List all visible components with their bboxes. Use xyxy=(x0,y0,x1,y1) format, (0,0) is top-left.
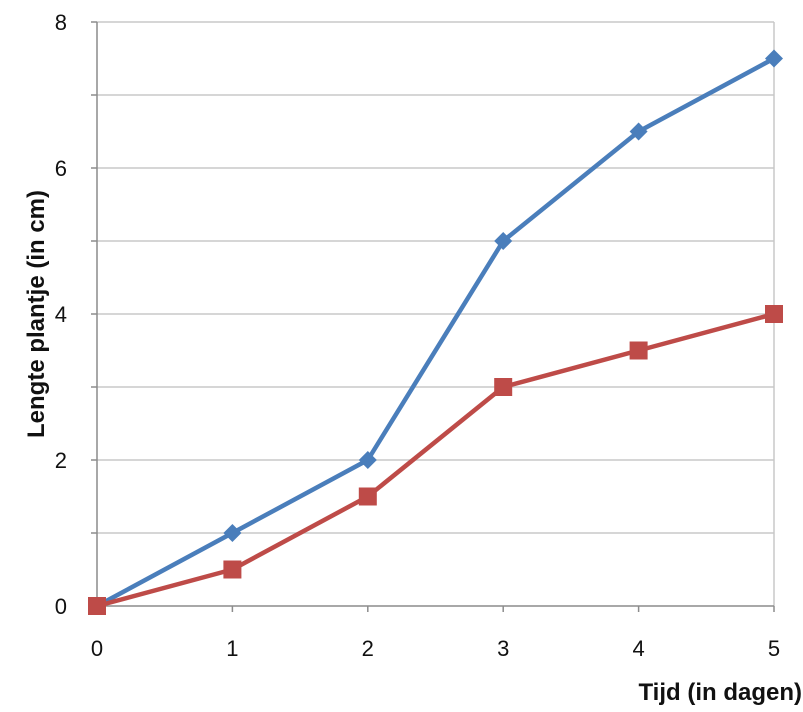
data-series xyxy=(88,49,783,615)
series-2-point-0 xyxy=(88,597,106,615)
y-tick-label-0: 0 xyxy=(55,594,67,619)
axes xyxy=(91,21,775,612)
x-tick-label-0: 0 xyxy=(91,636,103,661)
y-axis-title: Lengte plantje (in cm) xyxy=(23,190,50,438)
series-1-point-2 xyxy=(358,451,377,469)
x-tick-label-4: 4 xyxy=(632,636,644,661)
series-1-point-3 xyxy=(494,232,513,250)
y-tick-label-6: 6 xyxy=(55,156,67,181)
x-axis-title: Tijd (in dagen) xyxy=(638,679,802,706)
y-tick-label-4: 4 xyxy=(55,302,67,327)
gridlines xyxy=(97,21,775,606)
y-tick-label-8: 8 xyxy=(55,10,67,35)
series-1-point-5 xyxy=(765,49,783,68)
series-2-point-4 xyxy=(629,341,648,360)
series-2-point-5 xyxy=(765,305,783,323)
x-tick-label-1: 1 xyxy=(226,636,238,661)
series-1-point-4 xyxy=(629,122,648,141)
series-2-point-2 xyxy=(358,487,377,506)
x-tick-label-2: 2 xyxy=(362,636,374,661)
series-2-line xyxy=(94,311,777,609)
series-2-point-3 xyxy=(494,378,513,396)
tick-labels: 0 2 4 6 8 0 1 2 3 4 5 xyxy=(55,10,780,661)
series-2-point-1 xyxy=(223,560,242,579)
x-tick-label-5: 5 xyxy=(768,636,780,661)
series-1-line xyxy=(94,56,777,609)
y-tick-label-2: 2 xyxy=(55,448,67,473)
x-tick-label-3: 3 xyxy=(497,636,509,661)
series-1-point-1 xyxy=(223,524,242,542)
